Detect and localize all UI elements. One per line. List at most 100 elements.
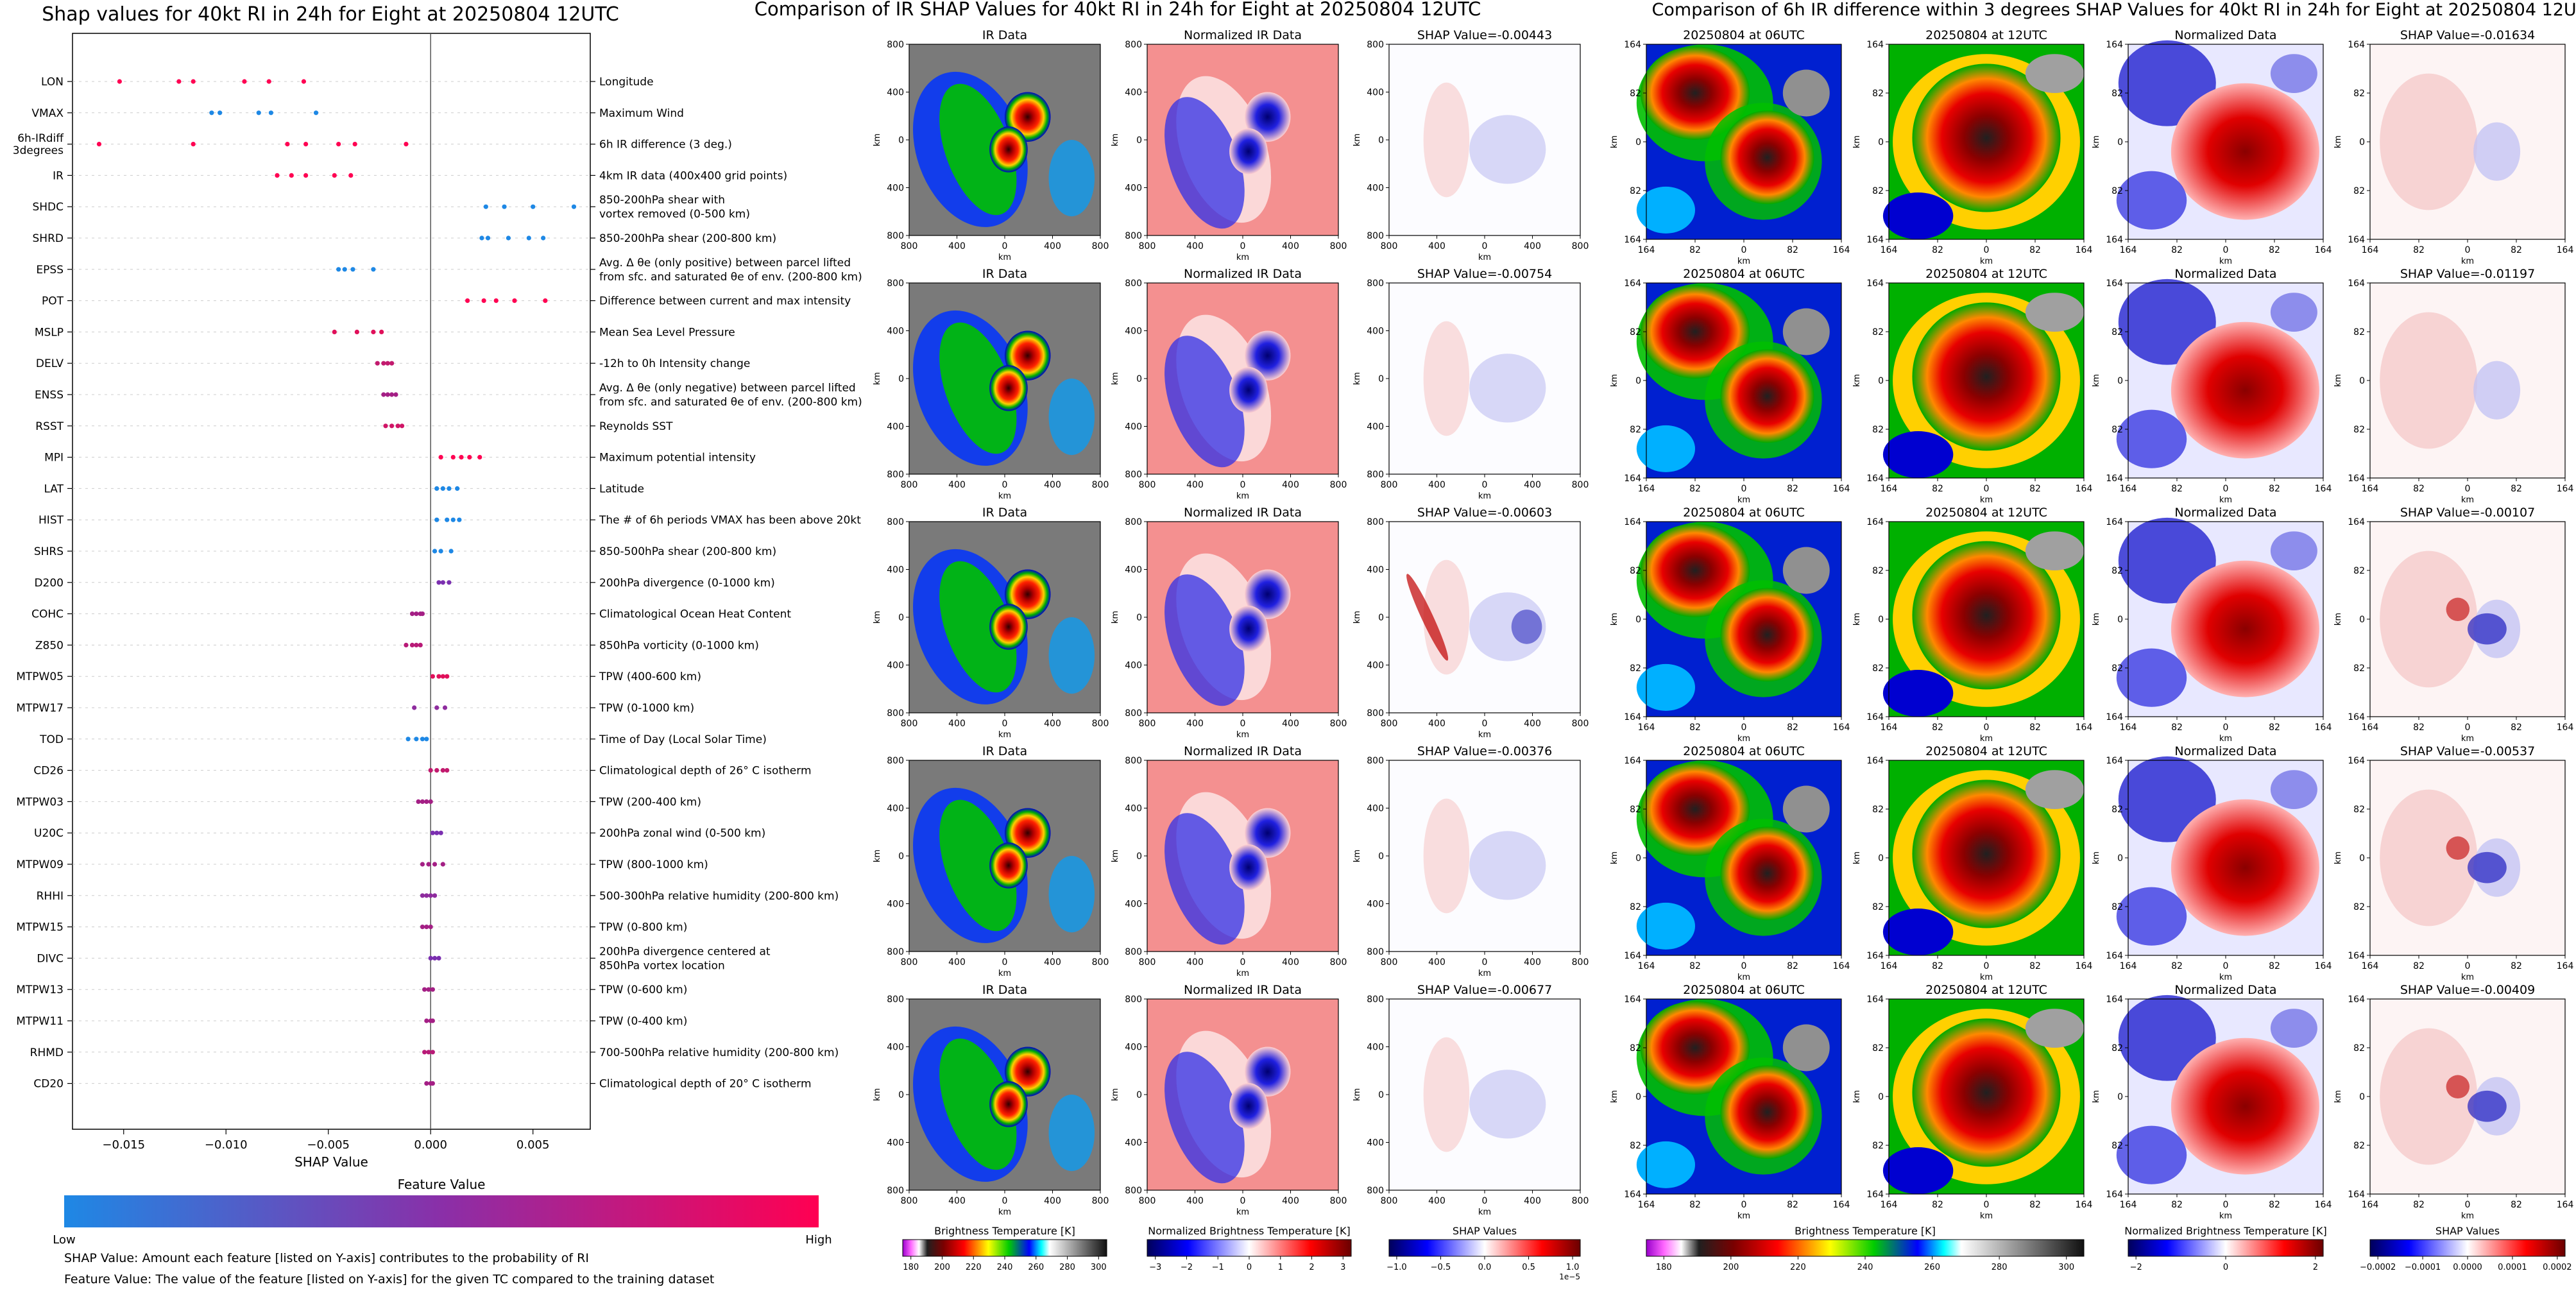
panel-xtick-label: 82 [2413,245,2425,255]
colorbar-tick-label: 280 [1992,1263,2008,1272]
panel-ytick-label: 800 [1367,994,1384,1005]
shap-point [428,799,433,804]
panel-ytick-label: 164 [1866,235,1884,245]
ir-cloud-east [1048,1095,1095,1172]
shap-positive-area [1423,559,1470,675]
panel-xtick-label: 164 [2315,484,2332,494]
panel-xtick-label: 82 [1787,961,1798,971]
panel-xlabel: km [2461,973,2474,982]
panel-xtick-label: 82 [1689,961,1701,971]
panel-ytick-label: 82 [2353,89,2365,99]
panel-xtick-label: 164 [2362,722,2379,733]
normdiff-blue-sw [2116,171,2187,230]
panel-ytick-label: 400 [887,804,904,814]
normdiff-red-center [2171,83,2319,220]
panel-xtick-label: 82 [2029,722,2041,733]
panel-xtick-label: 800 [1330,957,1347,968]
feature-description: Maximum Wind [599,107,684,120]
panel-xtick-label: 164 [1638,961,1655,971]
panel-ytick-label: 82 [1872,89,1884,99]
panel-xtick-label: 164 [2120,245,2137,255]
panel-xtick-label: 82 [2171,961,2183,971]
norm-ir-panel-title: Normalized IR Data [1184,267,1302,281]
panel-ytick-label: 164 [1866,40,1884,50]
panel-xtick-label: 82 [1932,245,1943,255]
panel-xtick-label: 400 [1428,719,1446,729]
shap-point [483,204,488,209]
panel-xtick-label: 164 [2362,484,2379,494]
norm-diff-panel-title: Normalized Data [2174,28,2276,42]
panel-ytick-label: 800 [1367,756,1384,766]
colorbar-tick-label: 260 [1028,1263,1044,1272]
panel-ylabel: km [2333,851,2343,864]
ir-shap-colorbar-label: SHAP Values [1453,1225,1517,1237]
shap-point [428,893,433,898]
feature-label: SHRD [33,232,64,245]
shapr-positive-core [2446,836,2470,860]
panel-ytick-label: 0 [1878,853,1884,864]
panel-ytick-label: 82 [2353,327,2365,337]
norm-ir-panel-title: Normalized IR Data [1184,28,1302,42]
shap-point [428,925,433,930]
panel-ylabel: km [1352,849,1362,862]
panel-ytick-label: 0 [2359,137,2365,148]
norm-cold-band [1164,1052,1245,1184]
panel-ytick-label: 0 [898,1090,904,1100]
panel-xtick-label: 800 [1381,241,1398,252]
diff12-panel-title: 20250804 at 12UTC [1925,267,2047,281]
shap-point [428,768,433,773]
panel-ytick-label: 0 [2359,615,2365,625]
panel-ytick-label: 164 [2348,1190,2365,1200]
ir-storm-cell [989,126,1028,173]
shap-point [404,142,409,147]
panel-xtick-label: 800 [1381,957,1398,968]
panel-ytick-label: 164 [2106,474,2123,484]
panel-xtick-label: 400 [948,1196,966,1206]
colorbar-tick-label: 220 [1790,1263,1806,1272]
shap-point [420,893,425,898]
shap-point [430,987,435,992]
ir-cloud-east [1048,617,1095,694]
panel-ytick-label: 800 [887,40,904,50]
diff-storm-west [1640,762,1750,856]
shap-point [440,862,445,867]
panel-xtick-label: 164 [1833,245,1850,255]
shap-negative-area [1469,592,1546,662]
xtick-label: 0.000 [414,1138,447,1152]
diff-cyan-patch [1636,186,1695,234]
colorbar-title: Feature Value [398,1177,486,1192]
feature-label: U20C [34,827,64,840]
panel-xtick-label: 400 [1428,480,1446,490]
panel-ytick-label: 164 [1624,235,1641,245]
panel-xtick-label: 800 [901,480,918,490]
panel-ytick-label: 0 [1878,137,1884,148]
feature-description: 200hPa zonal wind (0-500 km) [599,827,765,840]
feature-label: POT [42,295,64,308]
panel-ytick-label: 0 [2117,615,2123,625]
feature-label: LON [41,76,64,89]
panel-xtick-label: 400 [1044,241,1061,252]
panel-xtick-label: 164 [2315,961,2332,971]
panel-ytick-label: 400 [1367,1043,1384,1053]
shap-point [389,392,395,397]
feature-description: from sfc. and saturated θe of env. (200-… [599,396,862,409]
colorbar-tick-label: 240 [1857,1263,1873,1272]
panel-ytick-label: 164 [2348,712,2365,722]
panel-xtick-label: 0 [1984,484,1990,494]
normdiff-blue-ne [2270,293,2317,332]
ir-shap-panel-title: SHAP Value=-0.00443 [1417,28,1552,42]
diff-gray-patch [1782,69,1830,117]
normdiff-blue-ne [2270,54,2317,93]
panel-xlabel: km [1980,495,1993,505]
panel-ytick-label: 400 [1367,565,1384,576]
panel-ytick-label: 82 [2111,1043,2123,1054]
diff2-blue [1882,1147,1954,1194]
panel-xtick-label: 164 [2557,722,2574,733]
shap-point [436,580,441,585]
feature-description: Avg. Δ θe (only negative) between parcel… [599,382,856,395]
panel-ytick-label: 82 [1630,327,1641,337]
panel-ylabel: km [2092,1090,2101,1103]
shap-point [285,142,290,147]
shap-point [209,110,214,115]
colorbar-tick-label: 0.0002 [2543,1263,2572,1272]
